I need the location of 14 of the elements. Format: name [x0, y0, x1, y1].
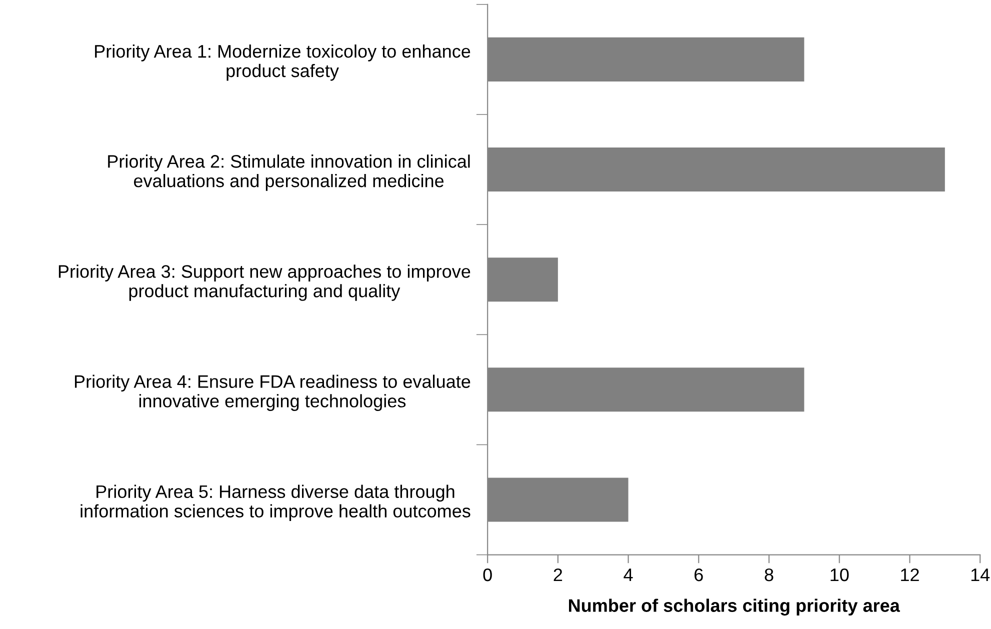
- x-tick-label: 14: [971, 568, 990, 582]
- y-tick-label: Priority Area 4: Ensure FDA readiness to evaluate innovative emerging technologies: [74, 374, 470, 411]
- x-tick-label: 0: [483, 568, 492, 582]
- y-tick-label: Priority Area 5: Harness diverse data through information sciences to improve health outcomes: [80, 484, 470, 522]
- y-tick-label: Priority Area 2: Stimulate innovation in clinical evaluations and personalized medicine: [108, 154, 470, 191]
- x-tick-label: 2: [554, 568, 562, 582]
- x-tick-label: 12: [901, 568, 919, 582]
- x-tick-label: 6: [694, 568, 703, 582]
- x-tick-label: 4: [624, 568, 633, 582]
- x-tick-label: 10: [830, 568, 849, 582]
- x-axis-title: Number of scholars citing priority area: [569, 598, 900, 616]
- x-tick-label: 8: [764, 568, 774, 582]
- y-tick-label: Priority Area 3: Support new approaches to improve product manufacturing and quality: [58, 264, 470, 301]
- y-tick-label: Priority Area 1: Modernize toxicoloy to enhance product safety: [95, 44, 470, 81]
